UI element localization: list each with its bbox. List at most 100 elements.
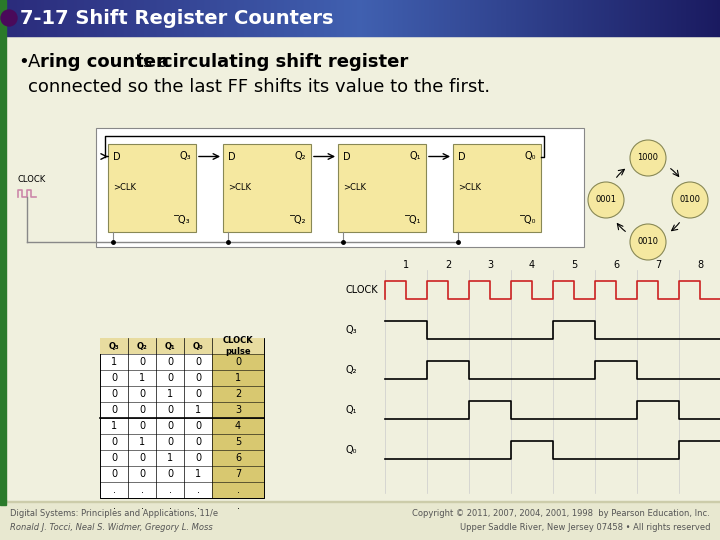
Bar (29, 0, 30, 36)
Bar (403, 0, 404, 36)
Bar (576, 0, 577, 36)
Bar (240, 0, 241, 36)
Bar (175, 0, 176, 36)
Bar (692, 0, 693, 36)
Bar (343, 0, 344, 36)
Bar (237, 0, 238, 36)
Bar (614, 0, 615, 36)
Bar (154, 0, 155, 36)
Bar (97, 0, 98, 36)
Bar (78, 0, 79, 36)
Bar (354, 0, 355, 36)
Bar (323, 0, 324, 36)
Bar (271, 0, 272, 36)
Bar (689, 0, 690, 36)
Bar (269, 0, 270, 36)
Bar (121, 0, 122, 36)
Bar (406, 0, 407, 36)
Bar (167, 0, 168, 36)
Bar (432, 0, 433, 36)
Text: .: . (236, 485, 240, 495)
Bar (542, 0, 543, 36)
Bar (160, 0, 161, 36)
Bar (27, 0, 28, 36)
Bar (603, 0, 604, 36)
Bar (510, 0, 511, 36)
Text: 0100: 0100 (680, 195, 701, 205)
Bar (166, 0, 167, 36)
Text: connected so the last FF shifts its value to the first.: connected so the last FF shifts its valu… (28, 78, 490, 96)
Bar (586, 0, 587, 36)
Bar (471, 0, 472, 36)
Bar (420, 0, 421, 36)
Bar (570, 0, 571, 36)
Bar (179, 0, 180, 36)
Bar (514, 0, 515, 36)
Circle shape (1, 10, 17, 26)
Bar (340, 0, 341, 36)
Bar (321, 0, 322, 36)
Bar (156, 0, 157, 36)
Bar (618, 0, 619, 36)
Bar (243, 0, 244, 36)
Bar (191, 0, 192, 36)
Bar (211, 0, 212, 36)
Bar (595, 0, 596, 36)
Text: 0: 0 (195, 373, 201, 383)
Bar (662, 0, 663, 36)
Bar (584, 0, 585, 36)
Text: 1000: 1000 (637, 153, 659, 163)
Text: 0001: 0001 (595, 195, 616, 205)
Bar (437, 0, 438, 36)
Bar (223, 144, 311, 232)
Bar (553, 0, 554, 36)
Bar (541, 0, 542, 36)
Bar (716, 0, 717, 36)
Bar (365, 0, 366, 36)
Bar (602, 0, 603, 36)
Bar (139, 0, 140, 36)
Bar (348, 0, 349, 36)
Bar (228, 0, 229, 36)
Bar (537, 0, 538, 36)
Text: >CLK: >CLK (228, 183, 251, 192)
Bar (410, 0, 411, 36)
Bar (486, 0, 487, 36)
Bar (344, 0, 345, 36)
Bar (676, 0, 677, 36)
Bar (477, 0, 478, 36)
Text: 0: 0 (139, 389, 145, 399)
Bar (55, 0, 56, 36)
Bar (538, 0, 539, 36)
Bar (711, 0, 712, 36)
Bar (312, 0, 313, 36)
Bar (329, 0, 330, 36)
Text: 0: 0 (139, 405, 145, 415)
Bar (20, 0, 21, 36)
Bar (714, 0, 715, 36)
Bar (473, 0, 474, 36)
Bar (605, 0, 606, 36)
Bar (215, 0, 216, 36)
Text: .: . (236, 501, 240, 511)
Bar (16, 0, 17, 36)
Bar (353, 0, 354, 36)
Bar (234, 0, 235, 36)
Bar (48, 0, 49, 36)
Bar (441, 0, 442, 36)
Bar (159, 0, 160, 36)
Bar (295, 0, 296, 36)
Bar (272, 0, 273, 36)
Bar (475, 0, 476, 36)
Bar (548, 0, 549, 36)
Text: 1: 1 (167, 453, 173, 463)
Bar (17, 0, 18, 36)
Text: •: • (18, 53, 29, 71)
Bar (214, 0, 215, 36)
Bar (658, 0, 659, 36)
Bar (428, 0, 429, 36)
Text: Upper Saddle River, New Jersey 07458 • All rights reserved: Upper Saddle River, New Jersey 07458 • A… (459, 523, 710, 531)
Bar (189, 0, 190, 36)
Text: 0: 0 (195, 437, 201, 447)
Bar (707, 0, 708, 36)
